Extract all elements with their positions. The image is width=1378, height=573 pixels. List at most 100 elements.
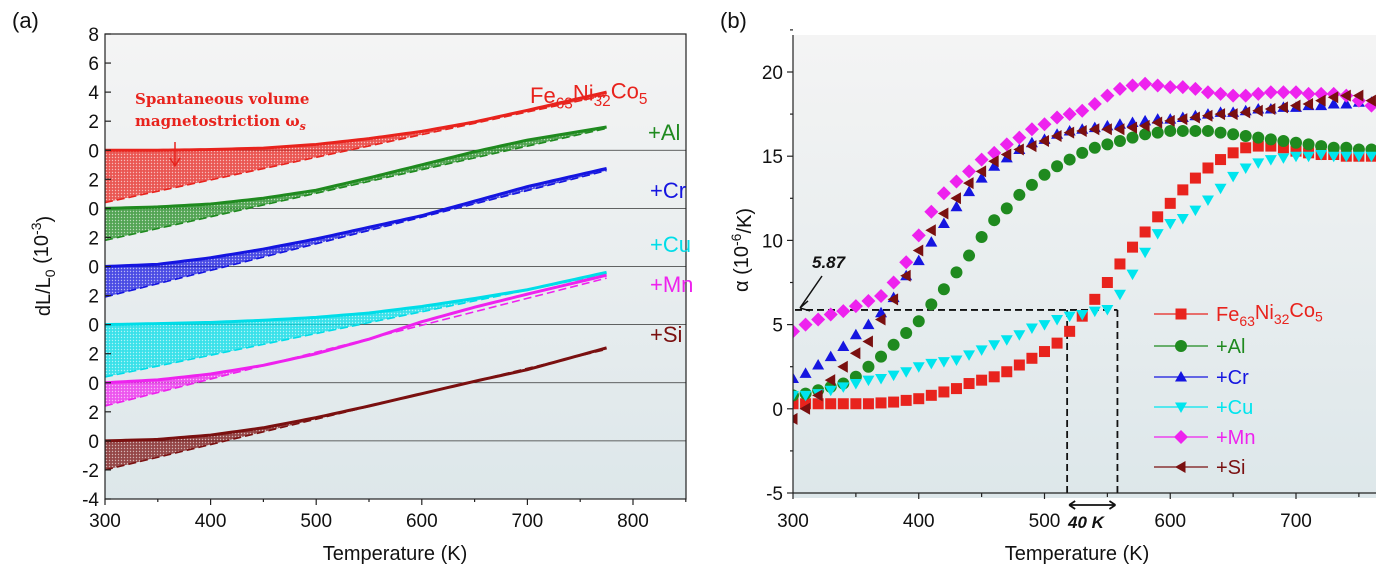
data-point (800, 398, 812, 410)
data-point (963, 249, 976, 262)
data-point (937, 207, 949, 220)
data-point (1177, 184, 1189, 196)
data-point (1000, 148, 1012, 161)
data-point (1151, 229, 1164, 240)
data-point (1089, 293, 1101, 305)
data-point (1340, 89, 1351, 102)
data-point (1150, 78, 1165, 93)
data-point (1327, 151, 1340, 163)
data-point (849, 328, 862, 340)
data-point (1063, 153, 1076, 166)
y-tick-label: 0 (88, 316, 99, 337)
data-point (1189, 124, 1202, 137)
data-point (1139, 226, 1151, 238)
x-tick-label: 300 (777, 511, 809, 532)
data-point (1226, 88, 1241, 103)
data-point (1100, 88, 1115, 103)
data-point (1252, 131, 1265, 144)
y-tick-label: 10 (762, 231, 783, 252)
data-point (1025, 178, 1038, 191)
data-point (799, 367, 812, 378)
series-label: +Si (650, 322, 682, 347)
data-point (793, 398, 799, 410)
data-point (1064, 325, 1076, 337)
data-point (963, 350, 976, 361)
data-point (999, 137, 1014, 152)
data-point (976, 374, 988, 386)
data-point (1164, 197, 1176, 209)
legend-marker (1175, 461, 1186, 473)
data-point (824, 350, 837, 362)
data-point (1239, 163, 1252, 174)
data-point (1025, 323, 1038, 334)
data-point (1038, 168, 1051, 181)
data-point (1290, 136, 1302, 149)
data-point (936, 186, 951, 201)
legend-label: +Si (1216, 457, 1245, 479)
alpha-points (793, 76, 1376, 425)
data-point (1340, 141, 1353, 154)
data-point (1315, 94, 1326, 107)
y-tick-label: 6 (88, 54, 99, 75)
data-point (1176, 124, 1189, 137)
data-point (1201, 195, 1214, 206)
data-point (875, 313, 886, 326)
data-point (793, 390, 799, 402)
data-point (793, 412, 798, 425)
data-point (862, 318, 875, 330)
linear-fit-line (105, 94, 607, 204)
y-tick-label: -2 (82, 461, 99, 482)
expansion-curves (105, 90, 607, 471)
data-point (1327, 97, 1340, 109)
legend-label: +Mn (1216, 427, 1255, 449)
data-point (836, 304, 851, 319)
data-point (975, 345, 988, 356)
data-point (1000, 202, 1013, 215)
data-point (811, 312, 826, 327)
data-point (1365, 94, 1376, 107)
data-point (875, 350, 888, 363)
data-point (925, 224, 936, 237)
data-point (988, 371, 1000, 383)
data-point (1227, 128, 1240, 141)
linear-fit-line (105, 272, 607, 378)
y-tick-label: 15 (762, 147, 783, 168)
data-point (1139, 128, 1152, 141)
data-point (1252, 104, 1263, 117)
data-point (950, 266, 963, 279)
data-point (1276, 85, 1291, 100)
legend-marker (1175, 402, 1187, 413)
legend-item: +Mn (1154, 427, 1255, 449)
y-tick-label: 5 (772, 316, 783, 337)
data-point (1214, 183, 1227, 195)
data-point (1139, 247, 1152, 259)
data-point (1265, 140, 1277, 152)
data-point (1240, 142, 1252, 154)
magnetostriction-fill (105, 92, 607, 203)
data-point (1063, 126, 1075, 139)
y-axis-label-a: dL/L0​ (10-3​) (28, 216, 58, 316)
data-point (850, 398, 862, 410)
data-point (950, 383, 962, 395)
y-tick-label: 2 (88, 170, 99, 191)
data-point (950, 200, 963, 212)
data-point (1113, 123, 1125, 136)
x-tick-label: 600 (406, 511, 438, 532)
expansion-curve (105, 125, 607, 210)
legend-marker (1175, 371, 1187, 382)
data-point (1024, 122, 1039, 137)
data-point (1101, 277, 1113, 288)
annotation-line2: magnetostriction ωs (135, 112, 306, 133)
data-point (862, 335, 873, 348)
data-point (963, 177, 974, 190)
data-point (1013, 143, 1024, 156)
legend-marker (1174, 430, 1188, 444)
data-point (913, 393, 925, 405)
data-point (1238, 88, 1253, 103)
data-point (1189, 205, 1202, 217)
data-point (1176, 113, 1188, 126)
data-point (899, 255, 914, 270)
data-point (888, 396, 900, 408)
data-point (862, 398, 874, 410)
